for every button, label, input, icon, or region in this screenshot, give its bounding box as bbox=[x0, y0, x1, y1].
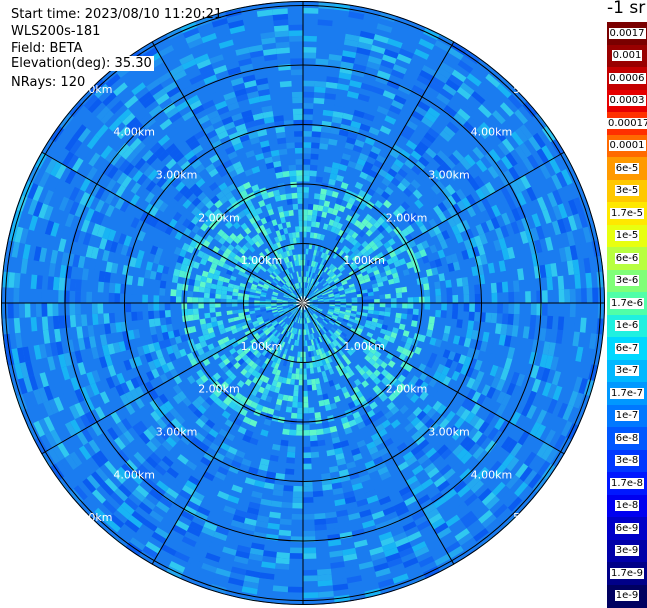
azimuth-spoke bbox=[151, 41, 304, 304]
colorbar-label: 1.7e-9 bbox=[609, 567, 645, 579]
colorbar-label: 3e-8 bbox=[614, 455, 640, 467]
elevation-label: Elevation(deg): 35.30 bbox=[11, 56, 154, 71]
range-label: 4.00km bbox=[471, 126, 513, 139]
range-label: 4.00km bbox=[471, 468, 513, 481]
colorbar-label: 1e-8 bbox=[614, 500, 640, 512]
colorbar-label: 0.001 bbox=[611, 50, 643, 62]
field-label: Field: BETA bbox=[11, 41, 83, 56]
radar-ppi-plot: 1.00km 1.00km 1.00km 1.00km 2.00km 2.00km 2.00… bbox=[1, 1, 605, 605]
range-label: 3.00km bbox=[428, 169, 470, 182]
colorbar-label: 1e-6 bbox=[614, 320, 640, 332]
colorbar-label: 6e-6 bbox=[614, 252, 640, 264]
colorbar-label: 0.00017 bbox=[607, 117, 647, 130]
range-label: 2.00km bbox=[386, 211, 428, 224]
center-marker bbox=[302, 300, 310, 304]
colorbar-label: 3e-5 bbox=[614, 185, 640, 197]
range-label: 5.00km bbox=[71, 83, 113, 96]
range-label: 1.00km bbox=[343, 340, 385, 353]
colorbar-label: 1e-7 bbox=[614, 410, 640, 422]
range-label: 4.00km bbox=[113, 126, 155, 139]
colorbar-unit-label: -1 sr bbox=[607, 0, 646, 18]
colorbar-label: 3e-6 bbox=[614, 275, 640, 287]
nrays-label: NRays: 120 bbox=[11, 75, 86, 90]
colorbar-label: 1.7e-8 bbox=[609, 477, 645, 489]
azimuth-spoke bbox=[302, 302, 455, 565]
range-label: 2.00km bbox=[386, 383, 428, 396]
colorbar-label: 1.7e-7 bbox=[609, 387, 645, 399]
colorbar-label: 1e-9 bbox=[614, 590, 640, 602]
colorbar-label: 0.0003 bbox=[608, 95, 646, 107]
range-label: 5.00km bbox=[71, 511, 113, 524]
colorbar-label: 6e-5 bbox=[614, 162, 640, 174]
azimuth-spoke bbox=[302, 151, 565, 304]
colorbar-label: 1.7e-6 bbox=[609, 297, 645, 309]
polar-grid bbox=[1, 1, 605, 605]
colorbar-label: 0.0006 bbox=[608, 72, 646, 84]
azimuth-spoke bbox=[302, 41, 455, 304]
instrument-label: WLS200s-181 bbox=[11, 24, 101, 39]
colorbar-label: 0.0001 bbox=[608, 140, 646, 152]
range-label: 3.00km bbox=[428, 426, 470, 439]
start-time-label: Start time: 2023/08/10 11:20:21 bbox=[11, 7, 223, 22]
colorbar-label: 6e-7 bbox=[614, 342, 640, 354]
colorbar-label: 1.7e-5 bbox=[609, 207, 645, 219]
range-label: 1.00km bbox=[241, 340, 283, 353]
range-labels: 1.00km 1.00km 1.00km 1.00km 2.00km 2.00km 2.00… bbox=[71, 83, 555, 524]
colorbar-label: 0.0017 bbox=[608, 27, 646, 39]
colorbar: 0.0017 0.001 0.0006 0.0003 0.00017 0.0001 6e-5… bbox=[607, 22, 647, 608]
range-label: 3.00km bbox=[156, 426, 198, 439]
azimuth-spoke bbox=[302, 302, 565, 455]
radar-data-disc bbox=[1, 1, 605, 605]
colorbar-label: 3e-7 bbox=[614, 365, 640, 377]
azimuth-spoke bbox=[41, 151, 304, 304]
range-label: 4.00km bbox=[113, 468, 155, 481]
range-label: 3.00km bbox=[156, 169, 198, 182]
colorbar-label: 1e-5 bbox=[614, 230, 640, 242]
colorbar-label: 3e-9 bbox=[614, 545, 640, 557]
azimuth-spoke bbox=[41, 302, 304, 455]
colorbar-label: 6e-8 bbox=[614, 432, 640, 444]
azimuth-spoke bbox=[151, 302, 304, 565]
colorbar-label: 6e-9 bbox=[614, 522, 640, 534]
range-label: 2.00km bbox=[198, 383, 240, 396]
range-label: 5.00km bbox=[513, 511, 555, 524]
range-label: 1.00km bbox=[241, 254, 283, 267]
range-label: 5.00km bbox=[513, 83, 555, 96]
range-label: 2.00km bbox=[198, 211, 240, 224]
range-label: 1.00km bbox=[343, 254, 385, 267]
